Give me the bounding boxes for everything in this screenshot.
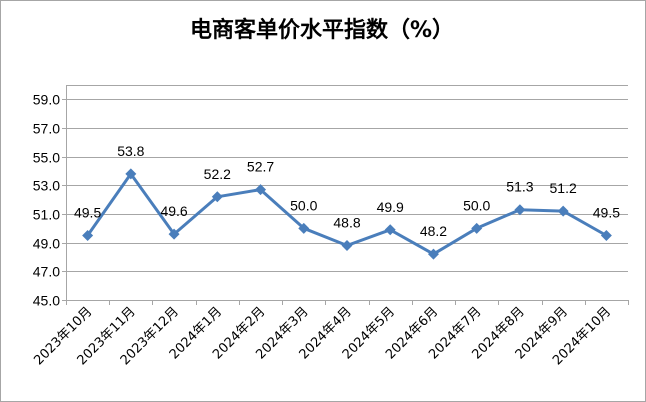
- data-point: [471, 222, 483, 234]
- axes: [62, 85, 629, 305]
- chart-title: 电商客单价水平指数（%）: [190, 17, 454, 43]
- y-tick-label: 59.0: [33, 92, 60, 108]
- data-point: [125, 168, 137, 180]
- data-label: 48.2: [420, 223, 447, 239]
- data-point: [341, 240, 353, 252]
- data-label: 51.3: [506, 179, 533, 195]
- y-tick-label: 51.0: [33, 207, 60, 223]
- data-point: [298, 222, 310, 234]
- data-label: 49.5: [593, 205, 620, 221]
- data-point: [427, 248, 439, 260]
- y-tick-label: 49.0: [33, 236, 60, 252]
- data-point: [82, 230, 94, 241]
- y-tick-label: 55.0: [33, 150, 60, 166]
- data-point: [557, 205, 569, 217]
- series-markers: [82, 168, 612, 260]
- data-point: [514, 204, 526, 216]
- data-label: 49.5: [74, 205, 101, 221]
- data-label: 50.0: [290, 197, 317, 213]
- y-axis-tick-labels: 45.0 47.0 49.0 51.0 53.0 55.0 57.0 59.0: [33, 92, 60, 309]
- y-tick-label: 45.0: [33, 293, 60, 309]
- y-tick-label: 47.0: [33, 264, 60, 280]
- y-tick-label: 57.0: [33, 121, 60, 137]
- data-label: 52.2: [204, 166, 231, 182]
- x-axis-tick-labels: 2023年10月2023年11月2023年12月2024年1月2024年2月20…: [31, 304, 614, 368]
- data-point: [255, 184, 267, 196]
- data-label: 53.8: [117, 143, 144, 159]
- data-label: 52.7: [247, 159, 274, 175]
- data-point: [600, 230, 612, 241]
- data-labels: 49.5 53.8 49.6 52.2 52.7 50.0 48.8 49.9 48.2 50.0…: [74, 143, 620, 239]
- data-label: 50.0: [463, 197, 490, 213]
- y-tick-label: 53.0: [33, 178, 60, 194]
- data-label: 49.9: [377, 199, 404, 215]
- data-point: [384, 224, 396, 236]
- data-point: [168, 228, 180, 240]
- data-point: [211, 191, 223, 203]
- data-label: 49.6: [160, 203, 187, 219]
- data-label: 51.2: [550, 180, 577, 196]
- data-label: 48.8: [333, 215, 360, 231]
